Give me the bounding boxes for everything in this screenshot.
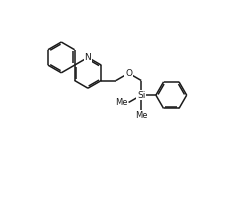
Text: Me: Me [115, 98, 128, 107]
Text: Si: Si [137, 91, 146, 100]
Text: N: N [85, 53, 91, 62]
Text: Me: Me [135, 111, 148, 120]
Text: O: O [125, 69, 132, 78]
